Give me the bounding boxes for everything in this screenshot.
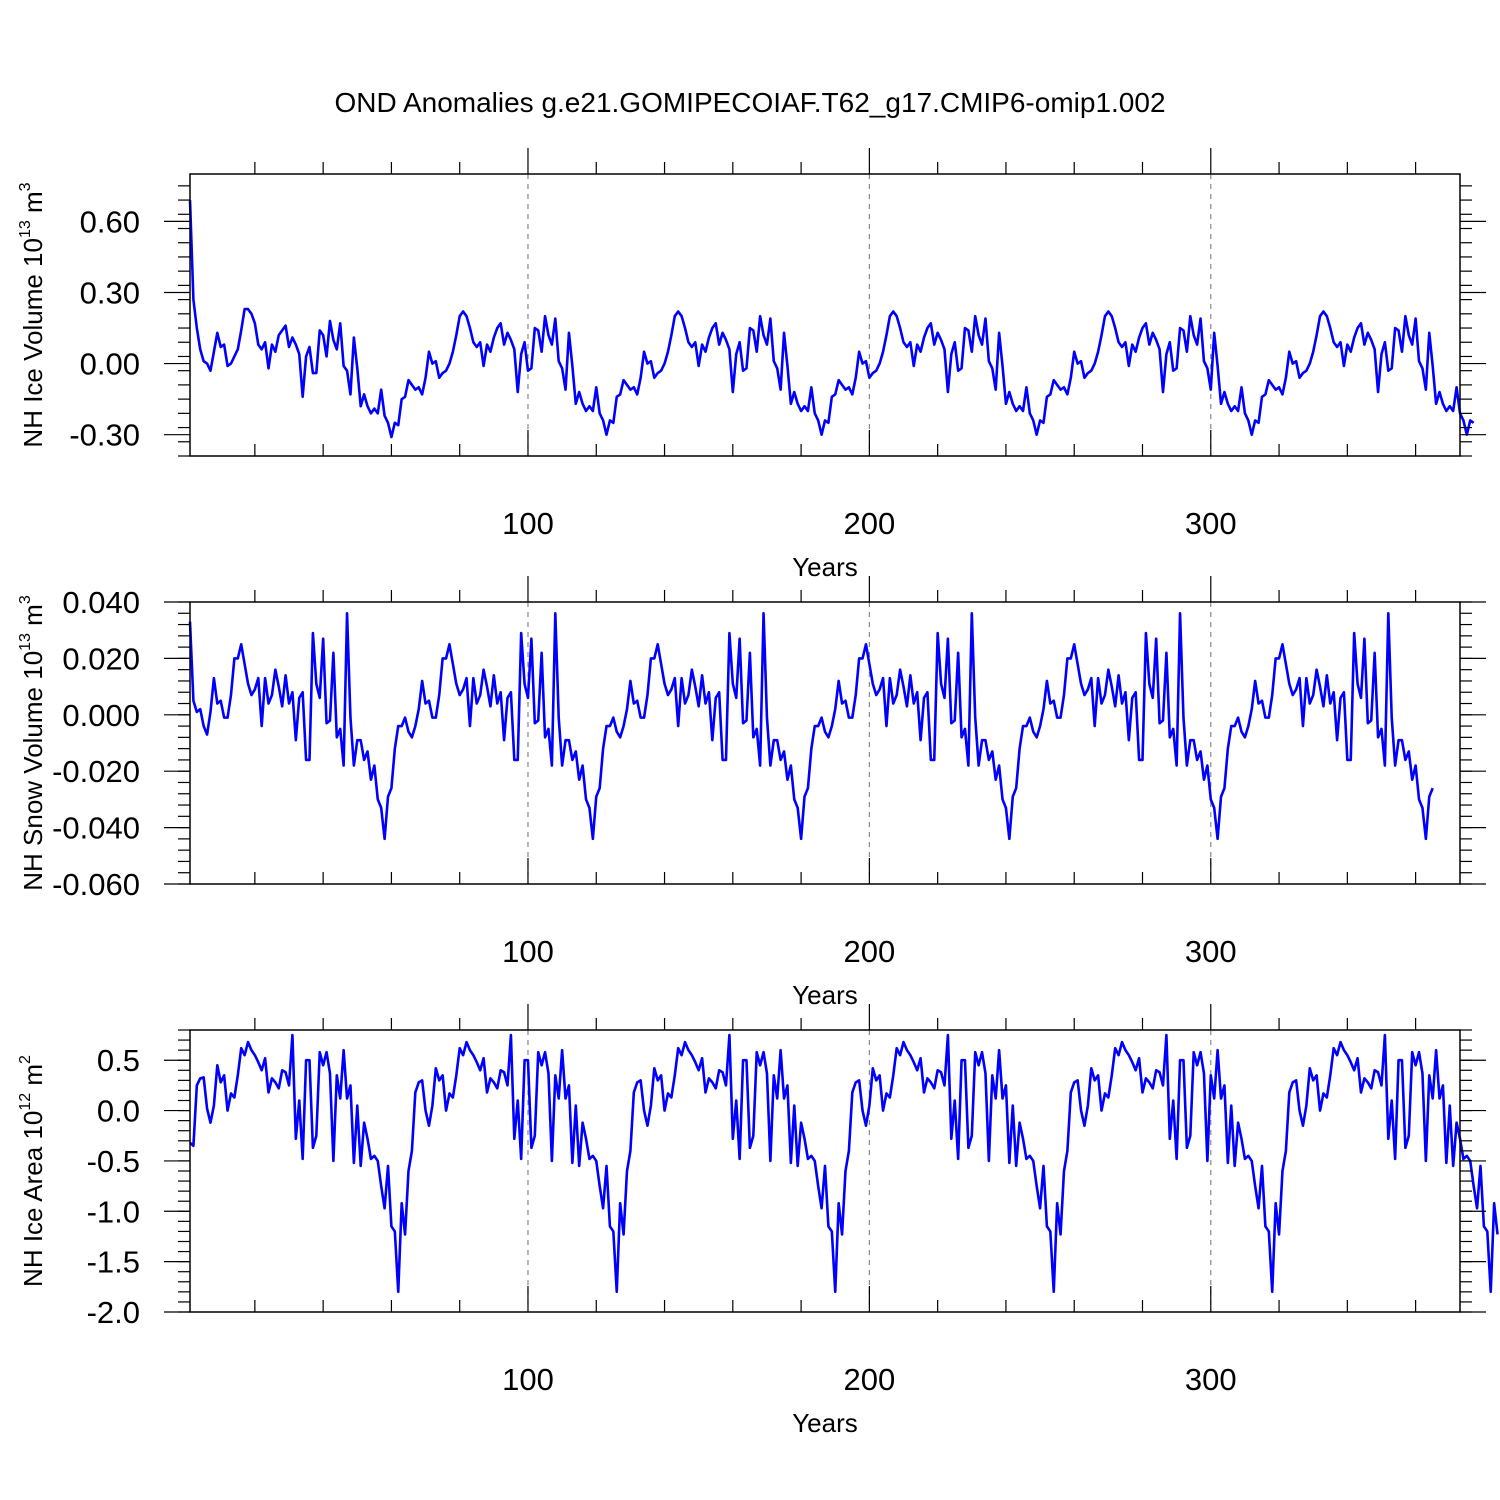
series-line-snow-volume: [188, 611, 1434, 841]
y-tick-label: 0.000: [62, 698, 140, 733]
y-axis-label-unit: m: [18, 604, 48, 633]
y-axis-label: NH Ice Volume 1013 m3: [17, 182, 48, 447]
y-tick-label: 0.020: [62, 641, 140, 676]
y-axis-label-unit-exponent: 3: [17, 595, 34, 604]
x-axis-label: Years: [792, 980, 858, 1010]
panel-ice-area: -2.0 -1.5 -1.0 -0.5 0.0 0.5 100 200 300 Years NH I…: [17, 1004, 1499, 1438]
y-axis-label-unit: m: [18, 1064, 48, 1093]
panel-snow-volume: -0.060 -0.040 -0.020 0.000 0.020 0.040 100 200 3…: [17, 576, 1486, 1010]
x-tick-label: 300: [1185, 1362, 1237, 1397]
y-axis-label: NH Snow Volume 1013 m3: [17, 595, 48, 891]
x-tick-label: 300: [1185, 934, 1237, 969]
x-tick-label: 100: [502, 506, 554, 541]
x-tick-label: 300: [1185, 506, 1237, 541]
x-tick-label: 200: [844, 934, 896, 969]
y-axis-label-unit-exponent: 2: [17, 1055, 34, 1064]
y-axis-label-unit: m: [18, 191, 48, 220]
x-tick-label: 200: [844, 1362, 896, 1397]
plot-frame: [189, 601, 1461, 885]
y-tick-label: -0.5: [87, 1144, 140, 1179]
panel-ice-volume: -0.30 0.00 0.30 0.60 100 200 300 Years NH Ice Vo…: [17, 148, 1486, 582]
x-tick-label: 200: [844, 506, 896, 541]
y-axis-label-exponent: 13: [17, 633, 34, 651]
y-axis-label-exponent: 13: [17, 220, 34, 238]
y-tick-label: -0.060: [52, 867, 140, 902]
y-tick-label: 0.5: [97, 1043, 140, 1078]
x-axis-label: Years: [792, 1408, 858, 1438]
series-line-ice-volume: [188, 200, 1475, 439]
x-tick-label: 100: [502, 1362, 554, 1397]
y-tick-label: -2.0: [87, 1295, 140, 1330]
y-axis-label-text: NH Ice Volume 10: [18, 238, 48, 448]
y-tick-label: 0.040: [62, 585, 140, 620]
x-axis-label: Years: [792, 552, 858, 582]
y-tick-label: 0.00: [80, 347, 140, 382]
y-axis-label: NH Ice Area 1012 m2: [17, 1055, 48, 1287]
y-axis-label-text: NH Ice Area 10: [18, 1111, 48, 1287]
figure-title: OND Anomalies g.e21.GOMIPECOIAF.T62_g17.…: [334, 87, 1165, 118]
y-axis-label-exponent: 12: [17, 1093, 34, 1111]
x-tick-label: 100: [502, 934, 554, 969]
series-line-ice-area: [189, 1033, 1499, 1294]
y-axis-label-unit-exponent: 3: [17, 182, 34, 191]
y-tick-label: -1.0: [87, 1194, 140, 1229]
y-tick-label: 0.30: [80, 275, 140, 310]
plot-frame: [189, 173, 1461, 457]
y-tick-label: -0.040: [52, 811, 140, 846]
y-tick-label: 0.60: [80, 204, 140, 239]
y-tick-label: -0.30: [69, 418, 140, 453]
panels: -0.30 0.00 0.30 0.60 100 200 300 Years NH Ice Vo…: [17, 148, 1499, 1438]
y-axis-label-text: NH Snow Volume 10: [18, 651, 48, 891]
y-tick-label: -0.020: [52, 754, 140, 789]
y-tick-label: 0.0: [97, 1094, 140, 1129]
y-tick-label: -1.5: [87, 1245, 140, 1280]
